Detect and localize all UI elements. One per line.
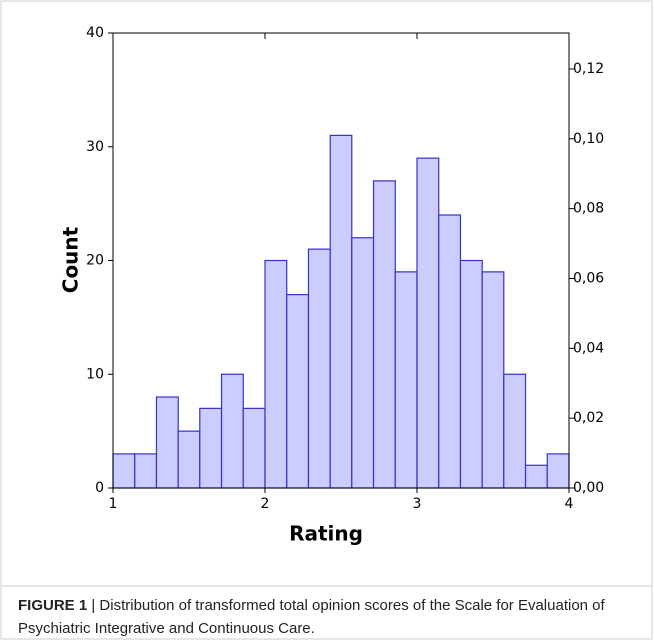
bar	[416, 157, 440, 489]
y-tick-label: 40	[86, 25, 104, 41]
x-tick-label: 4	[565, 496, 574, 512]
caption-label: FIGURE 1	[18, 597, 88, 614]
bar	[286, 294, 310, 489]
x-tick-label: 3	[413, 496, 422, 512]
caption-text: | Distribution of transformed total opin…	[18, 597, 605, 637]
y-axis-label: Count	[59, 226, 83, 293]
bar	[459, 259, 483, 489]
bar	[481, 271, 505, 489]
bar	[112, 453, 136, 489]
bar	[199, 407, 223, 489]
bar	[242, 407, 266, 489]
bar	[329, 134, 353, 489]
bar	[155, 396, 179, 489]
y2-tick-label: 0,12	[573, 61, 604, 77]
bar	[220, 373, 244, 489]
bar	[438, 214, 462, 489]
bar	[524, 464, 548, 489]
bar	[264, 259, 288, 489]
y-tick-label: 10	[86, 366, 104, 382]
bar	[503, 373, 527, 489]
bar	[394, 271, 418, 489]
bar	[307, 248, 331, 489]
y2-tick-label: 0,10	[573, 131, 604, 147]
x-axis-label: Rating	[289, 522, 363, 546]
y-tick-label: 0	[95, 480, 104, 496]
caption: FIGURE 1 | Distribution of transformed t…	[18, 594, 638, 640]
y2-tick-label: 0,00	[573, 480, 604, 496]
y-tick-label: 20	[86, 253, 104, 269]
x-tick-label: 2	[261, 496, 270, 512]
bar	[134, 453, 158, 489]
bar	[546, 453, 570, 489]
bar	[372, 180, 396, 489]
y2-tick-label: 0,04	[573, 340, 604, 356]
bar	[177, 430, 201, 489]
y-tick-label: 30	[86, 139, 104, 155]
bar	[351, 237, 375, 489]
y2-tick-label: 0,08	[573, 201, 604, 217]
y2-tick-label: 0,02	[573, 410, 604, 426]
y2-tick-label: 0,06	[573, 270, 604, 286]
x-tick-label: 1	[109, 496, 118, 512]
